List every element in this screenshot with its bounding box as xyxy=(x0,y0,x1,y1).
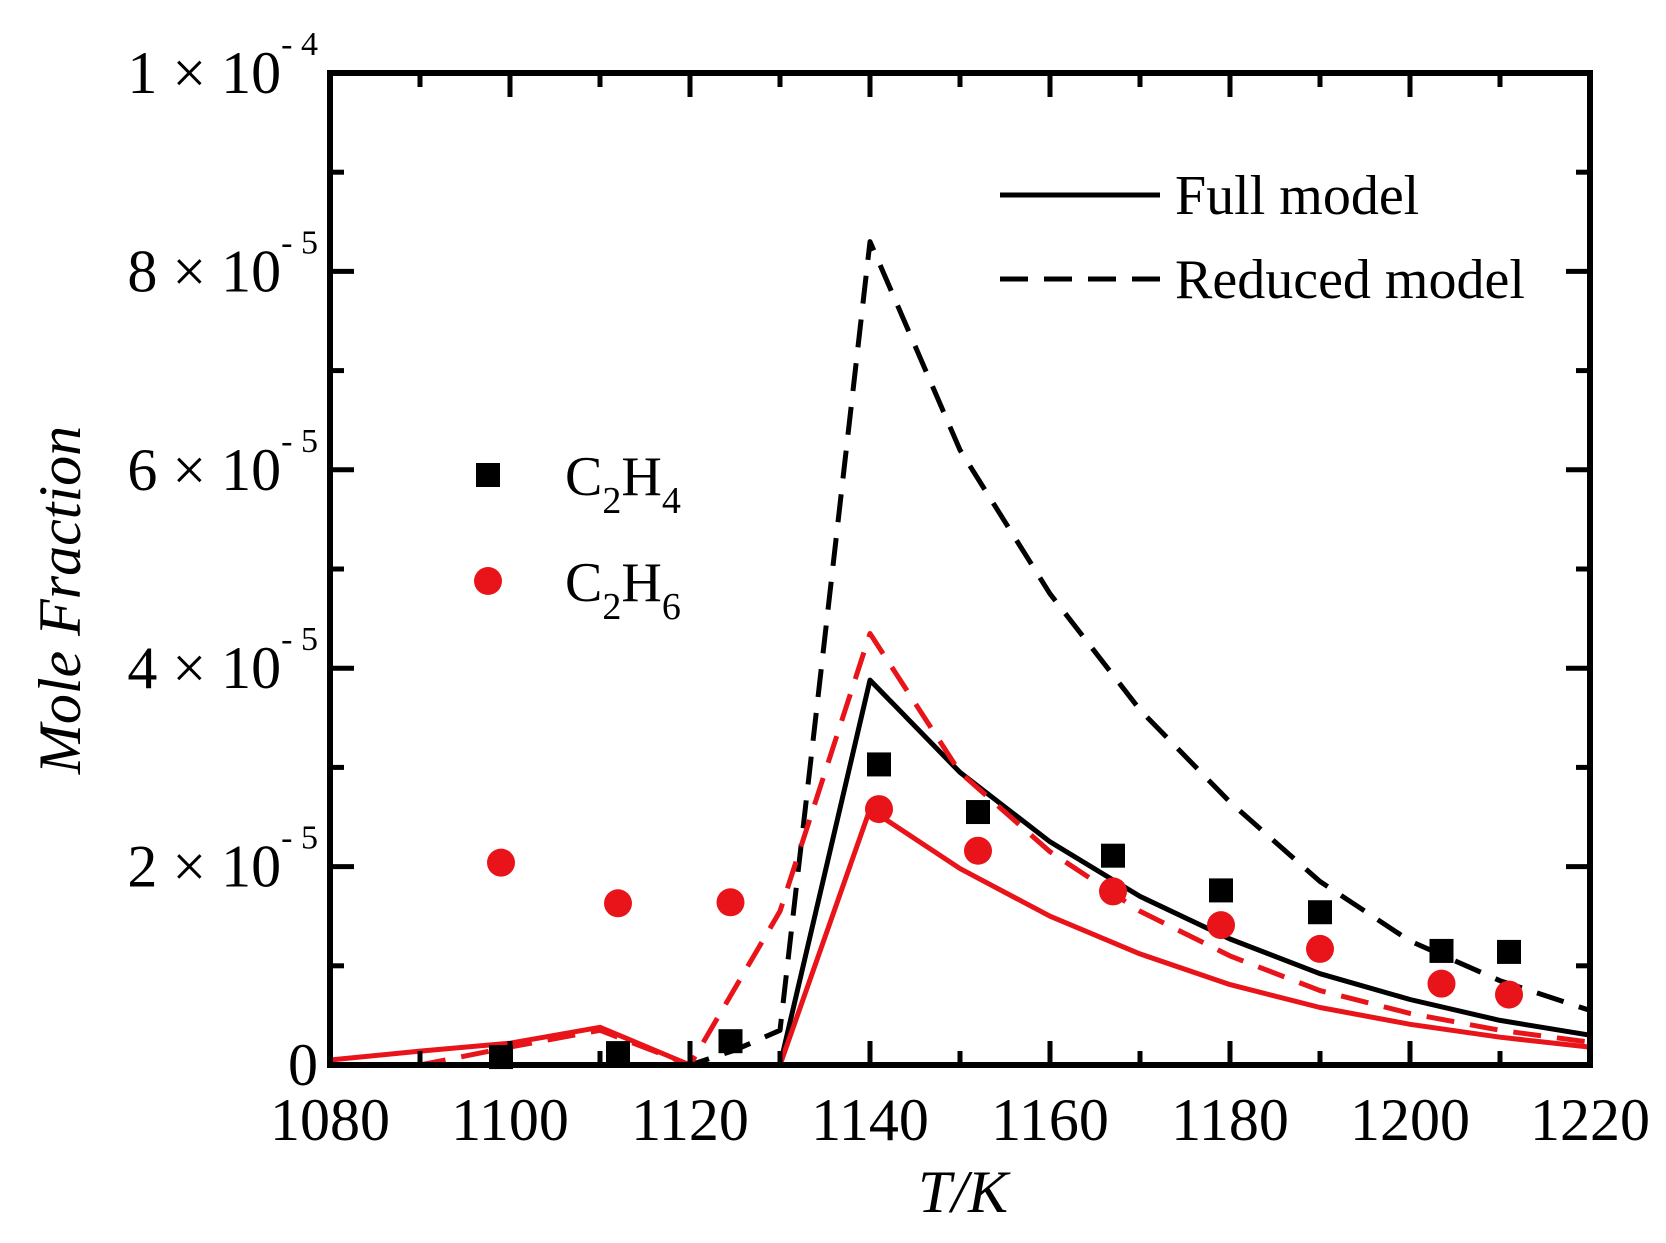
legend-label-solid: Full model xyxy=(1175,165,1419,227)
y-tick-label: 0 xyxy=(288,1032,318,1098)
x-tick-label: 1140 xyxy=(811,1087,929,1153)
c2h4-data-point xyxy=(718,1029,743,1054)
legend-square-marker xyxy=(476,463,500,487)
series-layer xyxy=(329,239,1591,1070)
c2h6-data-point xyxy=(1427,969,1456,998)
c2h6-data-point xyxy=(1099,877,1127,906)
y-tick-label: 6 × 10- 5 xyxy=(127,423,318,503)
y-tick-label: 4 × 10- 5 xyxy=(127,621,318,701)
c2h6-data-point xyxy=(1495,980,1523,1009)
c2h4-data-point xyxy=(606,1041,630,1066)
legend-species-label: C2H4 xyxy=(565,446,681,522)
c2h4-data-point xyxy=(867,752,891,777)
c2h4-data-point xyxy=(1497,939,1521,964)
c2h6-data-point xyxy=(1207,911,1235,940)
c2h6-data-point xyxy=(964,836,992,865)
y-tick-label: 8 × 10- 5 xyxy=(127,224,318,304)
y-axis-title: Mole Fraction xyxy=(27,426,93,775)
c2h6-data-point xyxy=(604,889,632,918)
c2h4-data-point xyxy=(1429,938,1454,963)
legend-species-label: C2H6 xyxy=(565,552,681,628)
series-line-3 xyxy=(330,631,1591,1068)
c2h4-data-point xyxy=(1101,843,1125,868)
legend-layer: Full model Reduced model C2H4 C2H6 xyxy=(474,165,1525,628)
x-tick-label: 1120 xyxy=(631,1087,749,1153)
c2h4-data-point xyxy=(1308,900,1332,925)
x-tick-label: 1220 xyxy=(1530,1087,1650,1153)
axes-layer: 1080 1100 1120 1140 1160 1180 1200 1220 0 2 × 10-… xyxy=(127,26,1650,1153)
x-tick-label: 1100 xyxy=(451,1087,569,1153)
c2h6-data-point xyxy=(716,888,745,917)
series-line-2 xyxy=(329,806,1591,1068)
x-tick-label: 1200 xyxy=(1350,1087,1470,1153)
c2h6-data-point xyxy=(1306,934,1334,963)
series-line-0 xyxy=(330,677,1591,1068)
x-tick-label: 1160 xyxy=(991,1087,1109,1153)
c2h6-data-point xyxy=(487,848,515,877)
x-tick-label: 1180 xyxy=(1171,1087,1289,1153)
y-tick-label: 2 × 10- 5 xyxy=(127,820,318,900)
legend-circle-marker xyxy=(474,567,502,595)
c2h6-data-point xyxy=(865,795,893,824)
c2h4-data-point xyxy=(1209,878,1233,903)
c2h4-data-point xyxy=(966,800,990,825)
series-line-1 xyxy=(330,239,1591,1068)
legend-label-dashed: Reduced model xyxy=(1175,249,1525,311)
x-axis-title: T/K xyxy=(918,1159,1011,1225)
y-tick-label: 1 × 10- 4 xyxy=(127,26,318,106)
x-tick-label: 1080 xyxy=(270,1087,390,1153)
